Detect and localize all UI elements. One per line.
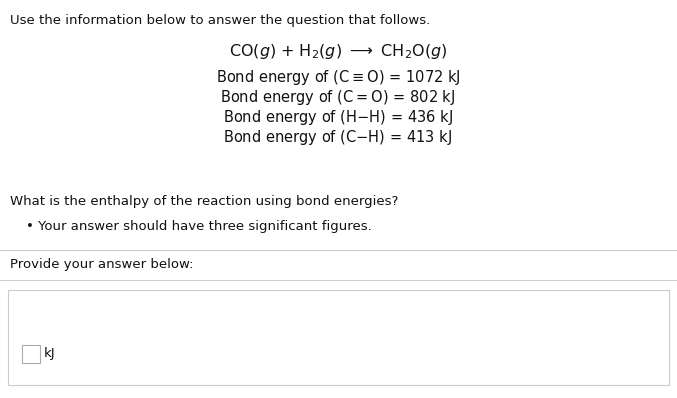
Text: Bond energy of (H$-$H) = 436 kJ: Bond energy of (H$-$H) = 436 kJ — [223, 108, 453, 127]
Text: Bond energy of (C$=$O) = 802 kJ: Bond energy of (C$=$O) = 802 kJ — [220, 88, 456, 107]
FancyBboxPatch shape — [8, 290, 669, 385]
Text: What is the enthalpy of the reaction using bond energies?: What is the enthalpy of the reaction usi… — [10, 195, 398, 208]
FancyBboxPatch shape — [22, 345, 40, 363]
Text: • Your answer should have three significant figures.: • Your answer should have three signific… — [26, 220, 372, 233]
Text: Bond energy of (C$-$H) = 413 kJ: Bond energy of (C$-$H) = 413 kJ — [223, 128, 452, 147]
Text: Bond energy of (C$\equiv$O) = 1072 kJ: Bond energy of (C$\equiv$O) = 1072 kJ — [216, 68, 460, 87]
Text: kJ: kJ — [44, 347, 56, 361]
Text: Use the information below to answer the question that follows.: Use the information below to answer the … — [10, 14, 431, 27]
Text: Provide your answer below:: Provide your answer below: — [10, 258, 194, 271]
Text: CO($g$) + H$_2$($g$) $\longrightarrow$ CH$_2$O($g$): CO($g$) + H$_2$($g$) $\longrightarrow$ C… — [229, 42, 447, 61]
